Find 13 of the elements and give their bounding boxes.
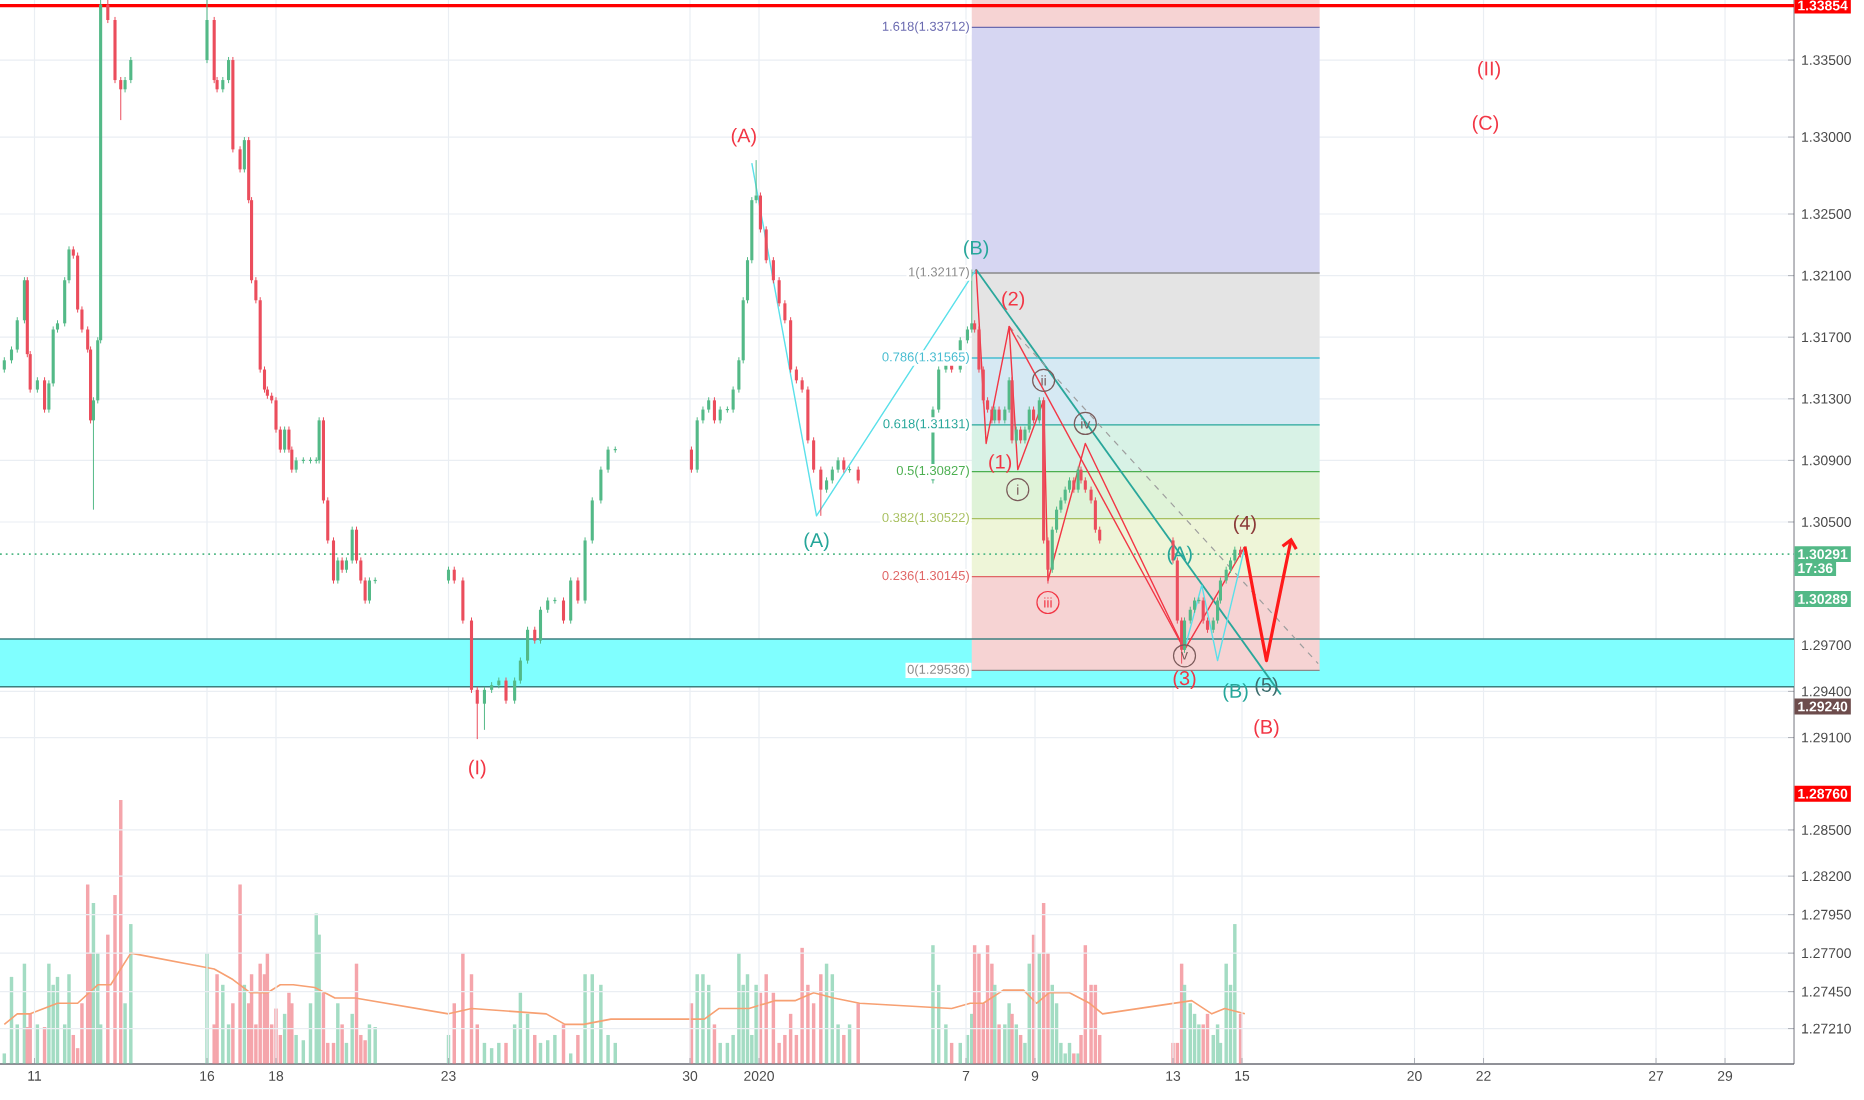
annotation: (B) [1223,683,1248,702]
annotation: (4) [1233,515,1256,534]
annotation: (B) [1254,719,1279,738]
annotation: (2) [1002,291,1025,310]
annotation: (A) [731,127,756,147]
annotation: (C) [1472,115,1499,134]
annotation: (A) [804,532,829,552]
annotation: (II) [1478,60,1500,80]
annotation: (B) [964,240,989,259]
annotation: (3) [1173,670,1196,690]
annotation: (I) [469,759,486,779]
annotation: (1) [989,454,1012,473]
annotation: (5) [1255,677,1278,696]
